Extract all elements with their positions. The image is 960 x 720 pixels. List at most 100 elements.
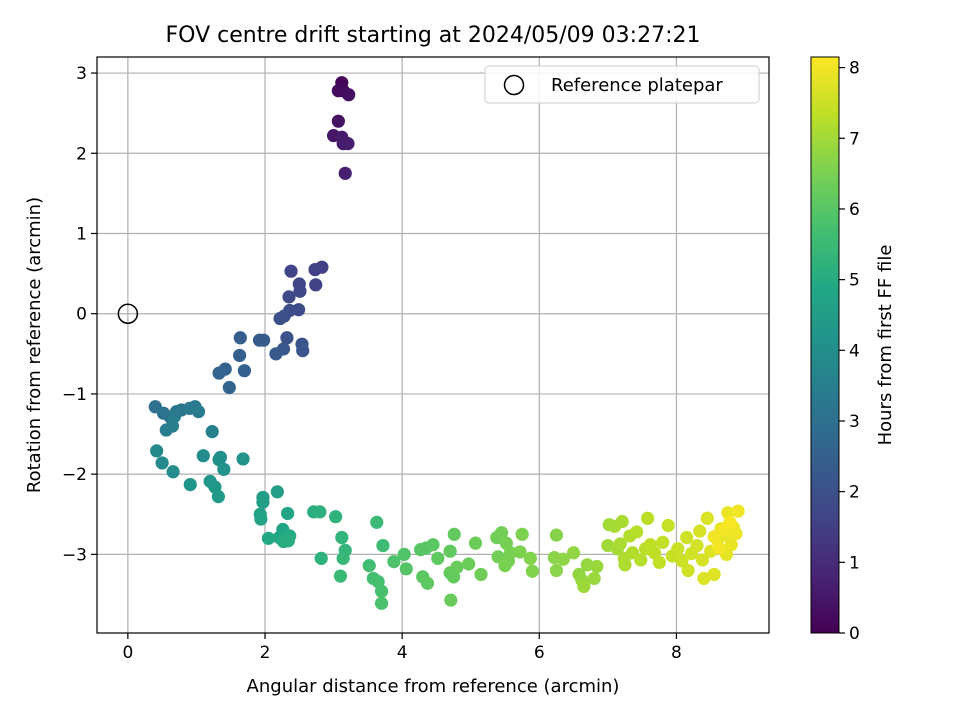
scatter-point	[280, 331, 294, 345]
scatter-point	[236, 452, 250, 466]
colorbar-tick-label: 5	[849, 271, 860, 291]
scatter-point	[443, 544, 457, 558]
scatter-point	[707, 567, 721, 582]
scatter-point	[503, 546, 518, 560]
scatter-point	[523, 551, 537, 565]
scatter-point	[693, 524, 707, 538]
colorbar-tick-label: 4	[849, 341, 860, 361]
colorbar-tick-label: 7	[849, 129, 860, 149]
scatter-point	[641, 511, 655, 525]
colorbar-ticks: 0 1 2 3 4 5 6 7 8	[839, 59, 860, 644]
scatter-point	[374, 596, 389, 610]
scatter-point	[675, 554, 689, 568]
scatter-point	[336, 551, 350, 565]
scatter-point	[314, 551, 328, 565]
scatter-point	[712, 541, 726, 555]
scatter-point	[313, 505, 327, 519]
colorbar-tick-label: 8	[849, 59, 860, 79]
plot-frame	[96, 56, 770, 634]
colorbar	[810, 56, 840, 634]
scatter-point	[370, 515, 384, 529]
x-tick-label: 6	[534, 643, 545, 663]
colorbar-label: Hours from first FF file	[875, 245, 896, 446]
y-tick-label: 0	[76, 305, 87, 325]
x-axis-ticks: 0 2 4 6 8	[122, 633, 682, 663]
scatter-point	[447, 527, 461, 541]
scatter-point	[261, 531, 276, 545]
scatter-point	[335, 530, 349, 545]
scatter-point	[270, 485, 284, 499]
scatter-point	[525, 564, 540, 578]
scatter-point	[556, 552, 570, 566]
scatter-point	[450, 560, 464, 574]
scatter-point	[222, 380, 236, 395]
scatter-point	[731, 504, 745, 518]
y-tick-label: −2	[62, 465, 87, 485]
scatter-point	[652, 555, 666, 570]
scatter-point	[205, 425, 219, 439]
x-tick-label: 4	[397, 643, 408, 663]
scatter-point	[462, 557, 476, 571]
scatter-point	[281, 534, 295, 548]
scatter-point	[671, 542, 685, 556]
scatter-point	[166, 465, 180, 479]
scatter-point	[700, 511, 714, 525]
scatter-point	[630, 525, 644, 539]
scatter-point	[254, 512, 268, 526]
scatter-point	[282, 290, 296, 304]
scatter-point	[233, 331, 247, 345]
scatter-point	[618, 558, 632, 572]
scatter-point	[217, 462, 231, 476]
scatter-point	[420, 576, 435, 590]
scatter-point	[237, 364, 252, 378]
scatter-point	[729, 526, 743, 541]
scatter-point	[549, 528, 564, 542]
scatter-point	[165, 419, 180, 433]
scatter-point	[549, 563, 564, 578]
y-axis-label: Rotation from reference (arcmin)	[24, 197, 45, 493]
legend-entry-label: Reference platepar	[551, 75, 723, 96]
scatter-point	[661, 518, 675, 533]
x-axis-label: Angular distance from reference (arcmin)	[247, 676, 620, 697]
scatter-point	[150, 444, 164, 458]
scatter-point	[257, 333, 271, 347]
scatter-point	[281, 506, 295, 521]
scatter-point	[211, 490, 225, 504]
legend-reference-marker	[503, 74, 525, 96]
scatter-point	[399, 562, 413, 576]
scatter-point	[587, 571, 601, 586]
y-tick-label: 1	[76, 224, 87, 244]
colorbar-tick-label: 1	[849, 553, 860, 573]
scatter-point	[342, 88, 356, 102]
scatter-point	[697, 571, 711, 586]
scatter-point	[634, 553, 648, 567]
scatter-point	[387, 555, 401, 569]
y-tick-label: −3	[62, 545, 87, 565]
colorbar-tick-label: 3	[849, 412, 860, 432]
scatter-point	[498, 559, 512, 573]
scatter-point	[656, 535, 670, 549]
scatter-point	[196, 449, 210, 463]
scatter-point	[308, 262, 322, 277]
scatter-point	[695, 553, 710, 567]
colorbar-tick-label: 2	[849, 483, 860, 503]
scatter-point	[284, 264, 298, 278]
scatter-point	[233, 348, 247, 363]
scatter-point	[515, 527, 529, 541]
y-tick-label: 2	[76, 144, 87, 164]
scatter-point	[397, 547, 411, 561]
reference-platepar-marker	[117, 303, 139, 324]
x-tick-label: 0	[122, 643, 133, 663]
scatter-point	[362, 559, 376, 573]
legend-box	[484, 65, 760, 104]
scatter-point	[293, 284, 307, 298]
scatter-point	[680, 530, 694, 545]
scatter-point	[341, 137, 355, 151]
scatter-point	[374, 584, 389, 598]
scatter-point	[681, 563, 695, 578]
scatter-point	[724, 538, 738, 552]
scatter-point	[183, 477, 197, 492]
scatter-point	[333, 569, 348, 583]
